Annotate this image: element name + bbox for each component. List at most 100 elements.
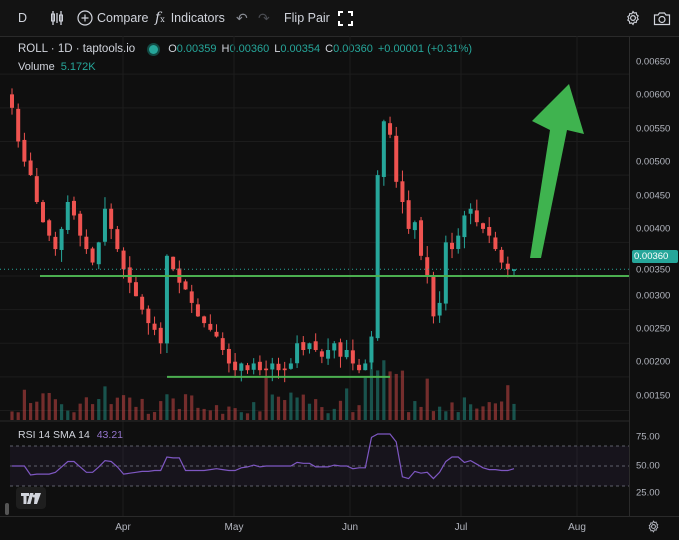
volume-bar	[152, 412, 157, 420]
volume-bar	[202, 408, 206, 420]
date-tick: May	[224, 522, 244, 533]
volume-label: Volume	[18, 61, 55, 73]
volume-bar	[450, 402, 454, 420]
price-axis[interactable]: 0.00650 0.00600 0.00550 0.00500 0.00450 …	[629, 36, 679, 516]
candle-body	[202, 316, 207, 324]
volume-bar	[177, 408, 181, 420]
candle-body	[406, 200, 411, 229]
candle-body	[456, 235, 461, 249]
top-toolbar: D Compare fx Indicators ↶ ↷ Flip Pair	[0, 0, 679, 37]
axis-settings-button[interactable]	[647, 520, 660, 538]
volume-bar	[84, 397, 88, 420]
redo-button[interactable]: ↷	[258, 0, 270, 36]
scroll-handle[interactable]	[5, 503, 9, 515]
candle-body	[214, 331, 219, 337]
volume-bar	[221, 413, 225, 420]
volume-bar	[314, 399, 318, 420]
candle-body	[357, 364, 362, 371]
volume-bar	[320, 407, 324, 420]
price-tick: 0.00400	[636, 223, 671, 235]
volume-bar	[462, 397, 467, 420]
function-icon: fx	[155, 10, 165, 26]
volume-bar	[407, 412, 411, 420]
volume-bar	[295, 397, 299, 420]
volume-bar	[369, 359, 374, 420]
volume-bar	[239, 412, 243, 420]
price-tick: 0.00350	[636, 264, 671, 276]
candle-body	[140, 296, 145, 310]
candle-body	[158, 327, 163, 344]
volume-bar	[475, 408, 479, 420]
candle-body	[22, 139, 27, 162]
candle-body	[171, 256, 176, 270]
candle-body	[65, 202, 70, 230]
plus-circle-icon	[77, 10, 93, 26]
camera-icon	[653, 11, 671, 25]
candle-body	[189, 291, 194, 303]
candle-body	[313, 341, 318, 350]
candle-body	[47, 220, 52, 236]
gear-icon	[648, 520, 659, 533]
compare-button[interactable]: Compare	[77, 0, 148, 36]
bar-style-button[interactable]	[50, 0, 64, 36]
volume-bar	[382, 360, 386, 420]
volume-bar	[47, 392, 51, 420]
volume-bar	[438, 406, 442, 420]
volume-bar	[97, 399, 101, 420]
candle-body	[16, 108, 21, 142]
volume-bar	[103, 386, 107, 420]
candle-body	[375, 175, 380, 339]
interval-button[interactable]: D	[18, 0, 27, 36]
volume-bar	[134, 406, 138, 420]
flip-pair-button[interactable]: Flip Pair	[284, 0, 330, 36]
snapshot-button[interactable]	[653, 0, 671, 36]
candle-body	[251, 363, 256, 370]
candle-body	[350, 350, 355, 364]
candle-body	[431, 275, 436, 317]
candle-body	[301, 342, 306, 350]
undo-button[interactable]: ↶	[236, 0, 248, 36]
live-status-dot	[149, 44, 159, 54]
candle-body	[369, 336, 374, 363]
volume-bar	[332, 408, 336, 420]
candle-body	[152, 323, 157, 330]
volume-bar	[289, 392, 293, 420]
volume-bar	[183, 394, 188, 420]
chart-legend: ROLL · 1D · taptools.io O 0.00359 H 0.0036…	[18, 40, 472, 76]
candle-body	[338, 342, 343, 357]
volume-bar	[264, 376, 268, 420]
volume-bar	[258, 411, 262, 420]
symbol-label[interactable]: ROLL · 1D · taptools.io	[18, 43, 136, 55]
date-axis[interactable]: Apr May Jun Jul Aug	[0, 516, 679, 540]
tradingview-logo[interactable]	[16, 487, 46, 509]
volume-bar	[276, 396, 281, 420]
date-tick: Apr	[115, 522, 131, 533]
candle-body	[96, 242, 101, 265]
indicators-button[interactable]: fx Indicators	[155, 0, 225, 36]
candle-body	[388, 123, 393, 135]
fullscreen-button[interactable]	[338, 0, 353, 36]
volume-bar	[66, 410, 70, 420]
candle-body	[474, 210, 479, 223]
volume-bar	[59, 404, 64, 420]
settings-button[interactable]	[625, 0, 641, 36]
candle-body	[307, 343, 312, 350]
rsi-tick: 50.00	[636, 460, 660, 472]
volume-bar	[425, 378, 429, 420]
candle-body	[78, 213, 83, 236]
price-chart[interactable]	[0, 36, 629, 516]
rsi-label[interactable]: RSI 14 SMA 14	[18, 429, 90, 441]
candle-body	[34, 176, 39, 202]
fullscreen-icon	[338, 10, 353, 26]
candles-icon	[51, 11, 63, 25]
rsi-line	[12, 433, 515, 480]
volume-bar	[307, 403, 312, 420]
candle-body	[468, 208, 473, 214]
volume-bar	[214, 405, 219, 420]
volume-bar	[469, 404, 473, 420]
close-label: C	[325, 43, 334, 55]
candle-body	[282, 368, 287, 371]
candle-body	[59, 228, 64, 250]
candle-body	[220, 338, 225, 350]
volume-bar	[413, 401, 417, 420]
